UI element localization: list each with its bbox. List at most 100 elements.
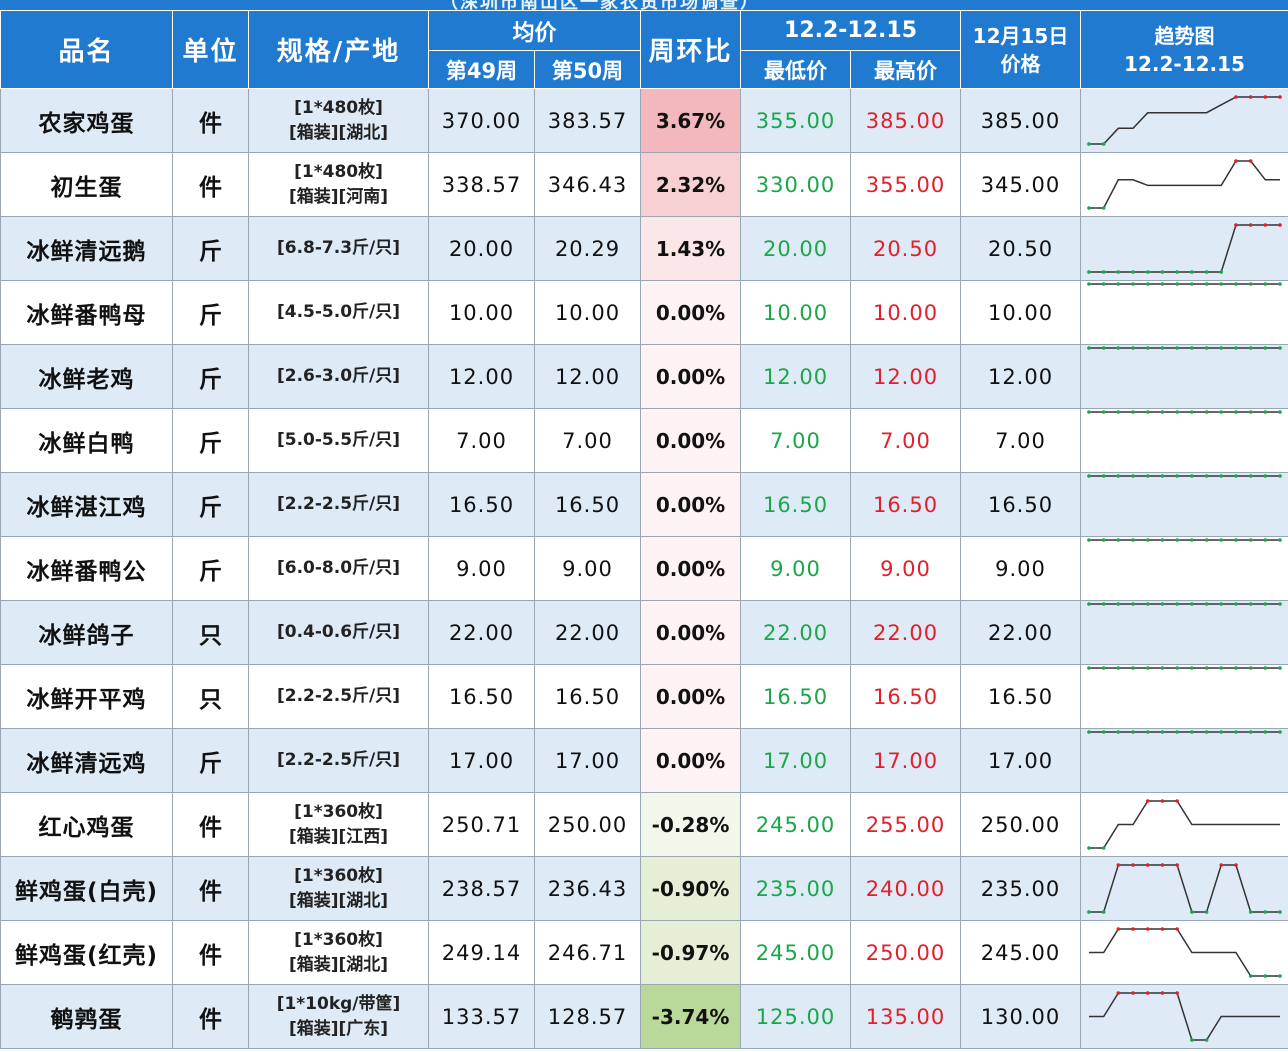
table-body: 农家鸡蛋件 [1*480枚] [箱装][湖北] 370.00 383.57 3.67% 35… — [0, 88, 1288, 1049]
cell-spec-line2: [箱装][江西] — [288, 826, 389, 847]
trend-sparkline — [1087, 223, 1282, 274]
cell-min: 16.50 — [740, 472, 852, 537]
cell-spec-line1: [1*360枚] — [294, 865, 383, 886]
cell-min: 7.00 — [740, 408, 852, 473]
cell-spec-line1: [1*360枚] — [294, 929, 383, 950]
header-dec15-line2: 价格 — [1000, 51, 1041, 76]
header-name: 品名 — [0, 10, 173, 89]
trend-low-point — [1087, 910, 1091, 914]
cell-trend — [1080, 216, 1288, 281]
trend-low-point — [1101, 346, 1106, 350]
cell-week50: 7.00 — [533, 408, 642, 473]
cell-wow: 0.00% — [640, 280, 742, 345]
cell-wow: 2.32% — [640, 152, 742, 217]
trend-low-point — [1190, 602, 1194, 606]
trend-low-point — [1248, 730, 1253, 734]
trend-high-point — [1263, 95, 1268, 99]
header-trend-line2: 12.2-12.15 — [1124, 51, 1245, 76]
cell-wow: 0.00% — [640, 536, 742, 601]
cell-spec-line1: [2.6-3.0斤/只] — [276, 366, 401, 386]
trend-low-point — [1248, 282, 1253, 286]
cell-dec15: 245.00 — [960, 920, 1082, 985]
cell-wow: 0.00% — [640, 408, 742, 473]
trend-low-point — [1087, 538, 1091, 542]
trend-line — [1088, 160, 1281, 209]
table-row: 冰鲜番鸭母斤 [4.5-5.0斤/只] 10.00 10.00 0.00% 10.00 10… — [0, 280, 1288, 345]
trend-low-point — [1101, 910, 1106, 914]
header-period: 12.2-12.15 — [740, 10, 962, 51]
cell-spec: [4.5-5.0斤/只] — [248, 280, 429, 345]
trend-low-point — [1248, 474, 1253, 478]
cell-wow: 0.00% — [640, 344, 742, 409]
table-row: 农家鸡蛋件 [1*480枚] [箱装][湖北] 370.00 383.57 3.67% 35… — [0, 88, 1288, 153]
cell-week49: 370.00 — [428, 88, 535, 153]
table-row: 冰鲜白鸭斤 [5.0-5.5斤/只] 7.00 7.00 0.00% 7.00 7.00 7.… — [0, 408, 1288, 473]
trend-low-point — [1204, 730, 1209, 734]
trend-low-point — [1146, 346, 1150, 350]
cell-week50: 22.00 — [533, 600, 642, 665]
trend-low-point — [1234, 346, 1238, 350]
table-row: 冰鲜鸽子只 [0.4-0.6斤/只] 22.00 22.00 0.00% 22.00 22.… — [0, 600, 1288, 665]
table-row: 鹌鹑蛋件 [1*10kg/带筐] [箱装][广东] 133.57 128.57 -3.74… — [0, 984, 1288, 1049]
table-row: 冰鲜老鸡斤 [2.6-3.0斤/只] 12.00 12.00 0.00% 12.00 12.… — [0, 344, 1288, 409]
cell-week50: 246.71 — [533, 920, 642, 985]
trend-sparkline — [1087, 863, 1282, 914]
cell-spec-line1: [2.2-2.5斤/只] — [276, 750, 401, 770]
cell-max: 255.00 — [850, 792, 962, 857]
cell-week49: 12.00 — [428, 344, 535, 409]
cell-max: 385.00 — [850, 88, 962, 153]
cell-max: 16.50 — [850, 472, 962, 537]
trend-low-point — [1219, 270, 1224, 274]
cell-spec: [1*360枚] [箱装][江西] — [248, 792, 429, 857]
table-row: 冰鲜清远鹅斤 [6.8-7.3斤/只] 20.00 20.29 1.43% 20.00 20… — [0, 216, 1288, 281]
cell-min: 20.00 — [740, 216, 852, 281]
trend-low-point — [1204, 666, 1209, 670]
trend-low-point — [1146, 282, 1150, 286]
cell-wow: 1.43% — [640, 216, 742, 281]
cell-trend — [1080, 664, 1288, 729]
cell-unit: 件 — [172, 920, 249, 985]
trend-low-point — [1116, 474, 1121, 478]
header-week49: 第49周 — [428, 50, 535, 89]
trend-low-point — [1204, 474, 1209, 478]
trend-sparkline — [1087, 538, 1282, 542]
cell-spec-line1: [2.2-2.5斤/只] — [276, 686, 401, 706]
table-row: 初生蛋件 [1*480枚] [箱装][河南] 338.57 346.43 2.32% 330… — [0, 152, 1288, 217]
trend-low-point — [1146, 666, 1150, 670]
trend-low-point — [1116, 282, 1121, 286]
trend-low-point — [1087, 410, 1091, 414]
trend-low-point — [1131, 474, 1135, 478]
trend-line — [1088, 864, 1281, 913]
trend-high-point — [1175, 991, 1179, 995]
header-max: 最高价 — [850, 50, 962, 89]
cell-spec: [6.8-7.3斤/只] — [248, 216, 429, 281]
cell-trend — [1080, 472, 1288, 537]
title-strip: （深圳市南山区一家农贸市场调查） — [0, 0, 1288, 10]
cell-spec: [1*480枚] [箱装][湖北] — [248, 88, 429, 153]
trend-high-point — [1234, 159, 1238, 163]
trend-high-point — [1248, 95, 1253, 99]
trend-low-point — [1131, 410, 1135, 414]
trend-high-point — [1116, 863, 1121, 867]
cell-name: 鲜鸡蛋(白壳) — [0, 856, 173, 921]
header-trend: 趋势图 12.2-12.15 — [1080, 10, 1288, 89]
cell-wow: 0.00% — [640, 600, 742, 665]
cell-unit: 件 — [172, 152, 249, 217]
cell-dec15: 17.00 — [960, 728, 1082, 793]
cell-spec-line1: [6.0-8.0斤/只] — [276, 558, 401, 578]
price-table: 品名 单位 规格/产地 均价 周环比 12.2-12.15 12月15日 价格 … — [0, 10, 1288, 1049]
cell-trend — [1080, 344, 1288, 409]
trend-low-point — [1190, 910, 1194, 914]
cell-week49: 249.14 — [428, 920, 535, 985]
trend-high-point — [1160, 863, 1165, 867]
header-trend-line1: 趋势图 — [1154, 23, 1215, 48]
trend-sparkline — [1087, 346, 1282, 350]
trend-low-point — [1160, 602, 1165, 606]
cell-spec: [1*360枚] [箱装][湖北] — [248, 856, 429, 921]
cell-spec-line2: [箱装][湖北] — [288, 890, 389, 911]
cell-week50: 236.43 — [533, 856, 642, 921]
cell-week50: 383.57 — [533, 88, 642, 153]
cell-dec15: 16.50 — [960, 472, 1082, 537]
cell-spec-line1: [0.4-0.6斤/只] — [276, 622, 401, 642]
trend-low-point — [1146, 410, 1150, 414]
